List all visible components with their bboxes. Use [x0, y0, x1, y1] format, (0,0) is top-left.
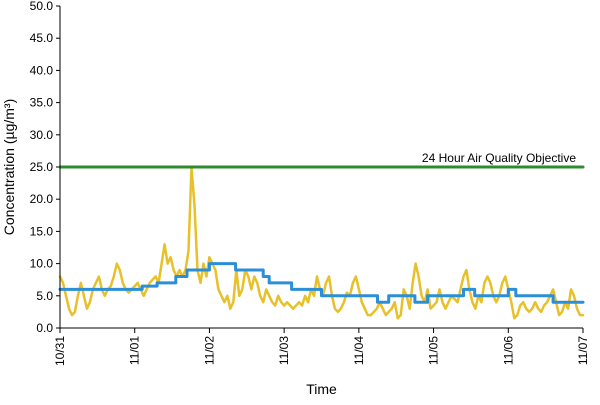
series-layer	[58, 165, 585, 320]
y-tick-label: 20.0	[30, 192, 54, 206]
y-tick-label: 30.0	[30, 128, 54, 142]
y-tick-label: 10.0	[30, 257, 54, 271]
x-tick-label: 11/01	[128, 336, 142, 365]
y-tick-label: 0.0	[36, 321, 53, 335]
objective-annotation: 24 Hour Air Quality Objective	[422, 151, 576, 165]
x-tick-label: 11/02	[202, 336, 216, 365]
y-axis-ticks: 0.0 5.0 10.0 15.0 20.0 25.0 30.0 35.0 40.0 45.0 50…	[30, 0, 60, 335]
x-tick-label: 11/06	[501, 336, 515, 365]
x-tick-label: 11/05	[427, 336, 441, 365]
y-tick-label: 40.0	[30, 63, 54, 77]
y-axis-title: Concentration (µg/m³)	[1, 99, 17, 235]
rolling-series-line	[58, 262, 585, 304]
y-tick-label: 25.0	[30, 160, 54, 174]
x-tick-label: 10/31	[53, 336, 67, 366]
x-axis-title: Time	[306, 381, 337, 397]
x-tick-label: 11/07	[576, 336, 590, 365]
x-tick-label: 11/04	[352, 336, 366, 365]
y-tick-label: 45.0	[30, 31, 54, 45]
x-axis-ticks: 10/31 11/01 11/02 11/03 11/04 11/05 11/06 11/07	[53, 328, 590, 366]
x-tick-label: 11/03	[277, 336, 291, 365]
y-tick-label: 35.0	[30, 96, 54, 110]
y-tick-label: 50.0	[30, 0, 54, 13]
y-tick-label: 5.0	[36, 289, 53, 303]
y-tick-label: 15.0	[30, 224, 54, 238]
